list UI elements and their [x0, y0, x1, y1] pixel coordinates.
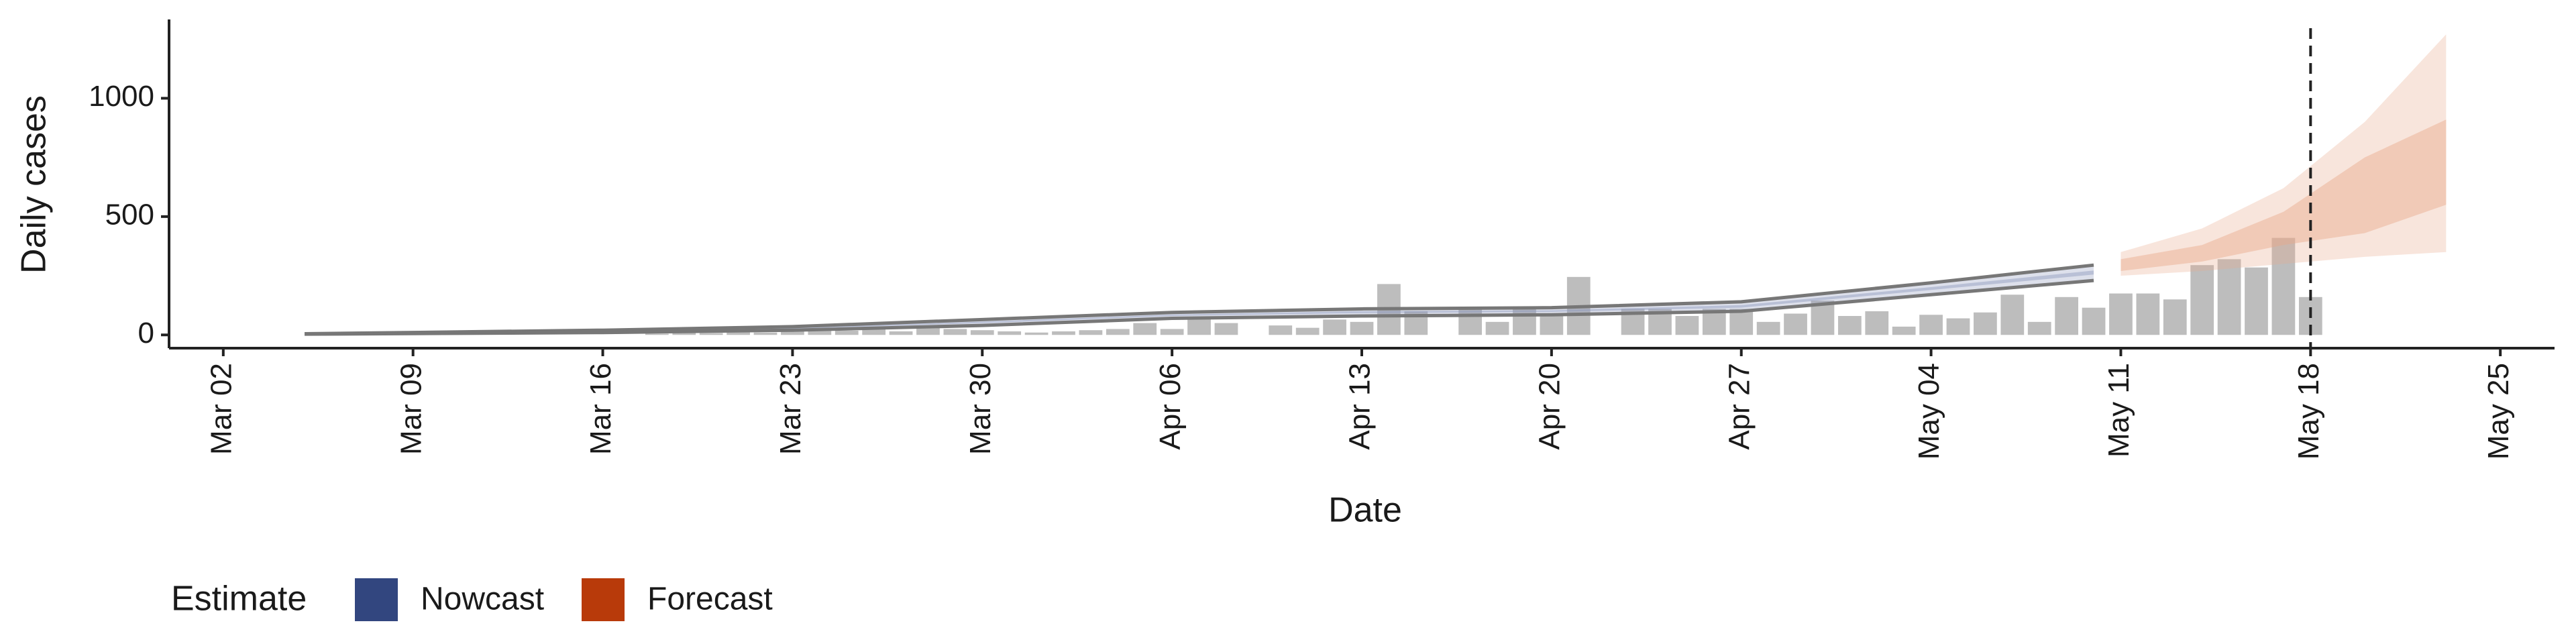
bar: [2245, 267, 2268, 335]
bar: [1350, 321, 1374, 335]
band-edge: [305, 263, 2094, 335]
bar: [2082, 307, 2106, 335]
bar: [889, 331, 913, 335]
x-tick-label: May 25: [2482, 363, 2515, 460]
bar: [2271, 237, 2296, 335]
x-tick-label: Mar 02: [205, 363, 237, 455]
bar: [1729, 309, 1754, 335]
bar: [1160, 329, 1184, 335]
legend-label: Forecast: [647, 582, 773, 617]
bar: [1269, 325, 1293, 335]
bar: [2000, 294, 2025, 335]
bar: [2190, 265, 2214, 335]
bar: [2027, 321, 2051, 335]
bar: [1892, 326, 1916, 335]
bar: [1540, 313, 1564, 335]
outer-band: [2121, 34, 2447, 276]
legend-title: Estimate: [171, 580, 307, 619]
bar: [2136, 293, 2160, 335]
x-tick-label: Apr 20: [1533, 363, 1566, 450]
bar: [1106, 329, 1130, 335]
bar: [1052, 331, 1075, 335]
bar: [1214, 323, 1238, 335]
bar: [2217, 259, 2241, 335]
bar: [1865, 311, 1889, 335]
x-tick-label: Mar 16: [584, 363, 617, 455]
band-edge: [305, 278, 2094, 336]
bar: [1024, 332, 1049, 335]
inner-band: [2121, 119, 2447, 271]
bar: [2163, 299, 2187, 335]
y-tick-label: 0: [138, 317, 154, 350]
x-tick-label: Apr 27: [1723, 363, 1756, 450]
bar: [862, 329, 886, 335]
legend-swatch: [355, 578, 398, 621]
bar: [916, 327, 940, 335]
bar: [998, 331, 1022, 335]
x-tick-label: Apr 13: [1344, 363, 1377, 450]
bar: [970, 330, 994, 335]
x-axis-title: Date: [1328, 491, 1402, 530]
bar: [1756, 321, 1780, 335]
bar: [1513, 306, 1536, 335]
bar: [1133, 323, 1157, 335]
bar: [727, 332, 750, 335]
bar: [943, 329, 967, 335]
y-axis-title: Daily cases: [15, 95, 54, 274]
bar: [781, 331, 804, 335]
bar: [1974, 312, 1997, 335]
legend-swatch: [582, 578, 625, 621]
bar: [835, 330, 859, 335]
bar: [1079, 330, 1103, 335]
x-tick-label: Mar 30: [964, 363, 997, 455]
bar: [808, 330, 832, 335]
x-tick-label: May 11: [2102, 363, 2135, 458]
bar: [645, 333, 669, 335]
bar: [2055, 297, 2079, 335]
x-tick-label: Apr 06: [1154, 363, 1187, 450]
bar: [1323, 319, 1346, 335]
bar: [1295, 327, 1320, 335]
bar: [1187, 317, 1211, 335]
bar: [1485, 321, 1509, 335]
bar: [2109, 293, 2133, 335]
x-tick-label: May 04: [1913, 363, 1945, 460]
x-tick-label: Mar 09: [394, 363, 427, 455]
bar: [1458, 307, 1483, 335]
bar: [1919, 315, 1943, 335]
bar: [1837, 316, 1862, 335]
legend-label: Nowcast: [421, 582, 544, 617]
x-tick-label: May 18: [2292, 363, 2325, 460]
y-tick-label: 500: [105, 198, 154, 231]
bar: [753, 332, 777, 335]
bar: [1784, 313, 1807, 335]
bar: [672, 332, 696, 335]
x-tick-label: Mar 23: [774, 363, 807, 455]
bar: [1946, 318, 1970, 335]
y-tick-label: 1000: [89, 80, 154, 113]
bar: [699, 333, 723, 335]
bar: [1675, 316, 1699, 335]
